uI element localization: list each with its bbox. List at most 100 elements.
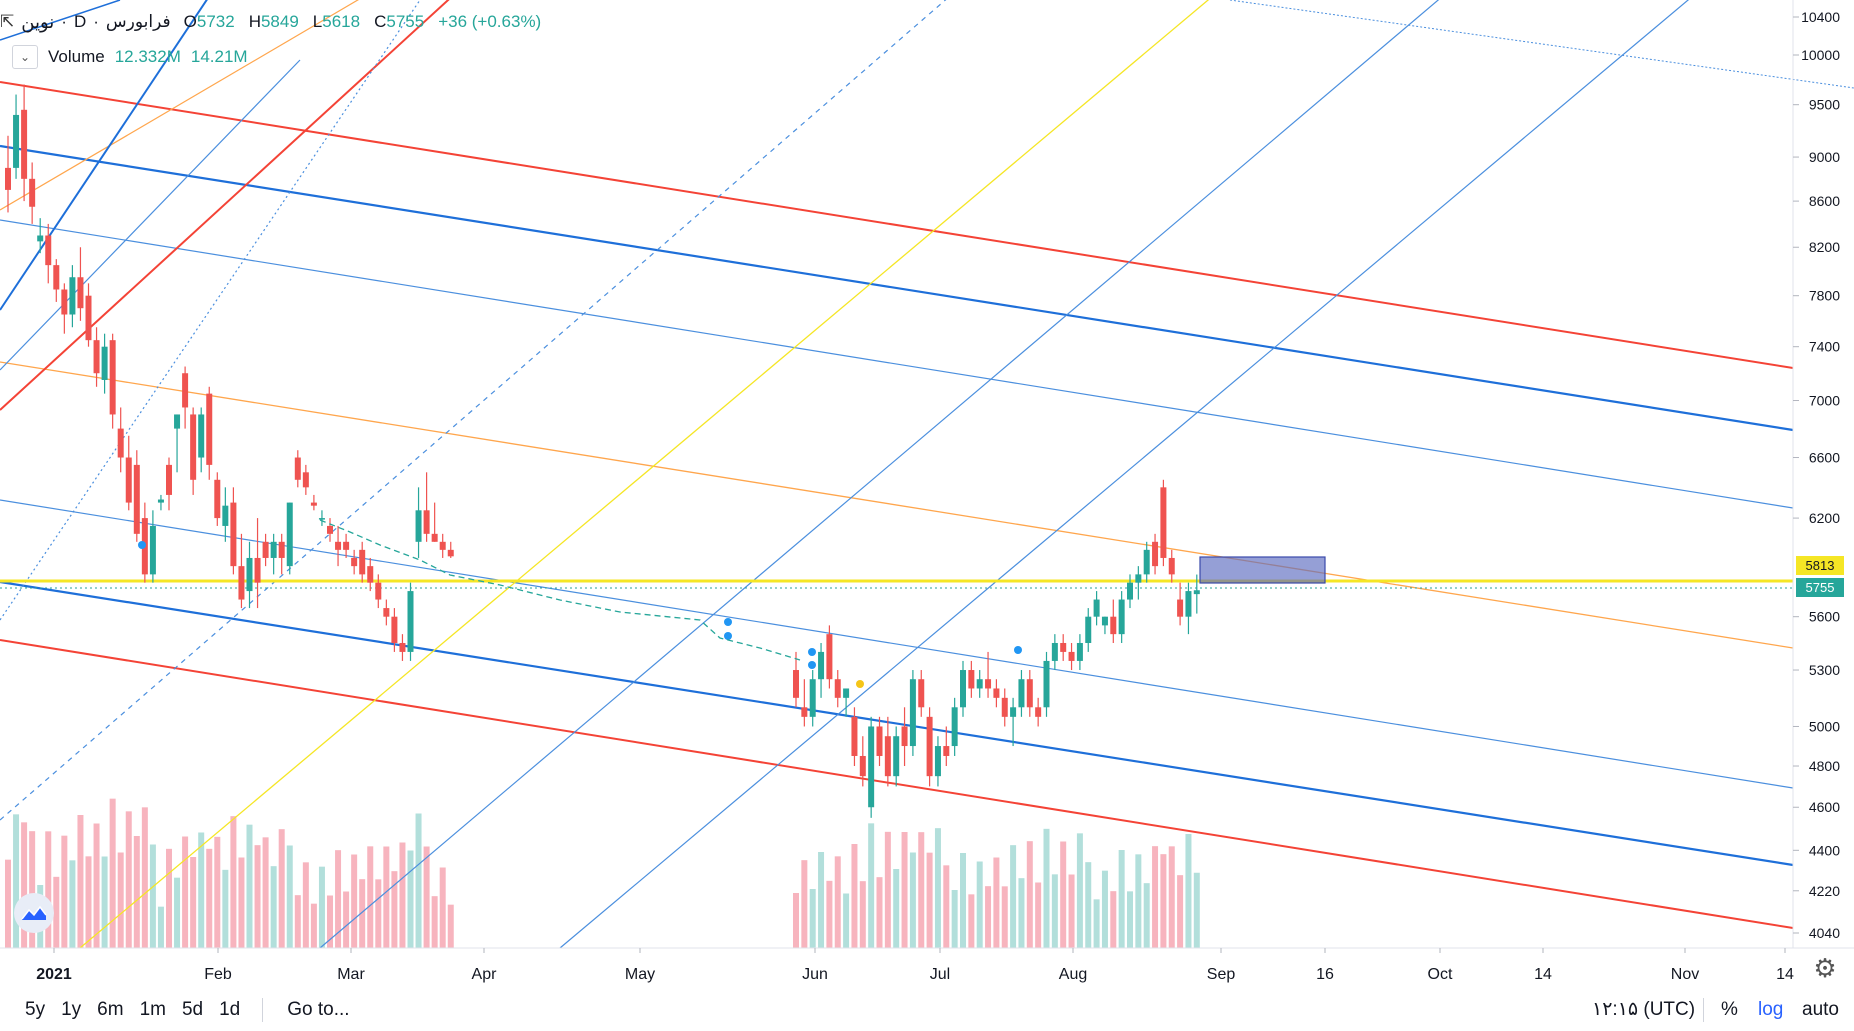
- trend-line[interactable]: [0, 59, 301, 371]
- trend-line[interactable]: [0, 0, 220, 311]
- volume-bar: [391, 871, 398, 948]
- volume-bar: [1185, 834, 1192, 948]
- x-tick-label: Mar: [337, 966, 365, 983]
- percent-toggle[interactable]: %: [1721, 988, 1738, 1031]
- goto-button[interactable]: Go to...: [287, 998, 350, 1020]
- x-tick-label: Nov: [1671, 966, 1699, 983]
- log-label[interactable]: log: [1758, 998, 1784, 1020]
- volume-bar: [254, 845, 261, 948]
- range-5d[interactable]: 5d: [181, 998, 204, 1020]
- volume-bar: [270, 866, 277, 948]
- low-label: L: [312, 12, 323, 31]
- trend-line[interactable]: [0, 580, 1794, 867]
- volume-bar: [109, 798, 116, 948]
- candle-body: [85, 295, 92, 341]
- close-label: C: [374, 12, 387, 31]
- trend-line[interactable]: [0, 219, 1794, 509]
- volume-bar: [431, 896, 438, 948]
- trend-line[interactable]: [0, 81, 1794, 369]
- price-badge-level: 5813: [1796, 556, 1844, 575]
- candle-body: [1093, 599, 1100, 617]
- volume-bar: [826, 880, 833, 948]
- candle-body: [918, 679, 925, 708]
- candle-body: [21, 109, 28, 179]
- trend-line[interactable]: [0, 0, 121, 41]
- candle-body: [93, 340, 100, 374]
- candle-body: [993, 688, 1000, 698]
- x-tick-label: May: [625, 966, 655, 983]
- exchange-name: فرابورس: [105, 12, 171, 31]
- candle-body: [117, 428, 124, 458]
- volume-bar: [157, 906, 164, 948]
- auto-label[interactable]: auto: [1802, 998, 1839, 1020]
- trend-line[interactable]: [0, 0, 470, 411]
- candle-body: [327, 525, 333, 534]
- volume-bar: [246, 824, 253, 948]
- x-tick-label: Apr: [472, 966, 498, 983]
- range-6m[interactable]: 6m: [97, 998, 124, 1020]
- x-tick-label: Feb: [204, 966, 232, 983]
- trend-line[interactable]: [1229, 0, 1854, 89]
- high-value: 5849: [260, 12, 299, 31]
- x-tick-label: Jul: [930, 966, 950, 983]
- trend-line[interactable]: [0, 499, 1794, 789]
- log-toggle[interactable]: log: [1758, 988, 1783, 1031]
- gear-icon[interactable]: ⚙: [1813, 952, 1837, 983]
- range-1y[interactable]: 1y: [61, 998, 82, 1020]
- candle-body: [926, 716, 933, 777]
- trend-line[interactable]: [319, 0, 1450, 949]
- candle-body: [101, 346, 108, 380]
- volume-bar: [327, 895, 333, 948]
- tradingview-logo-icon[interactable]: [14, 893, 54, 933]
- volume-bar: [302, 862, 309, 948]
- symbol-name[interactable]: نوین: [21, 11, 55, 32]
- y-tick-label: 4600: [1809, 799, 1840, 815]
- auto-toggle[interactable]: auto: [1802, 988, 1839, 1031]
- trend-line[interactable]: [0, 361, 1794, 649]
- signal-dot: [808, 661, 816, 669]
- volume-bar: [1177, 875, 1184, 948]
- candle-body: [198, 414, 205, 458]
- volume-bar: [851, 844, 858, 948]
- timezone-label[interactable]: ۱۲:۱۵ (UTC): [1592, 999, 1696, 1020]
- volume-bar: [198, 832, 205, 948]
- zone-rectangle[interactable]: [1199, 556, 1326, 584]
- interval[interactable]: D: [73, 12, 87, 31]
- volume-bar: [359, 879, 366, 948]
- candle-body: [1076, 642, 1083, 661]
- x-tick-label: 14: [1776, 966, 1794, 983]
- candle-body: [166, 464, 172, 495]
- trend-line[interactable]: [0, 0, 460, 211]
- volume-bar: [61, 835, 68, 948]
- price-axis[interactable]: 10400 10000 9500 9000 8600 8200 7800 7400 7000 66…: [1793, 9, 1840, 941]
- y-tick-label: 6600: [1809, 450, 1840, 466]
- chevron-down-icon[interactable]: ⌄: [12, 45, 38, 69]
- candle-body: [960, 670, 966, 708]
- candle-body: [302, 472, 309, 488]
- range-1d[interactable]: 1d: [219, 998, 241, 1020]
- price-badge-level-text: 5813: [1806, 558, 1835, 573]
- candle-body: [214, 479, 221, 519]
- x-tick-label: Sep: [1207, 966, 1236, 983]
- range-1m[interactable]: 1m: [139, 998, 166, 1020]
- trend-line[interactable]: [559, 0, 1700, 949]
- time-axis[interactable]: 2021 Feb Mar Apr May Jun Jul Aug Sep 16 Oct 14 Nov 14: [36, 948, 1794, 983]
- candle-body: [109, 340, 116, 415]
- trend-line[interactable]: [0, 0, 980, 821]
- volume-bar: [884, 831, 891, 948]
- percent-label[interactable]: %: [1721, 998, 1738, 1020]
- trend-line[interactable]: [79, 0, 1220, 949]
- volume-bar: [206, 848, 213, 948]
- y-tick-label: 6200: [1809, 510, 1840, 526]
- candle-body: [262, 541, 269, 558]
- dot-sep: ·: [93, 12, 99, 31]
- y-tick-label: 4400: [1809, 842, 1840, 858]
- trend-line[interactable]: [0, 144, 1794, 432]
- volume-bar: [809, 889, 816, 948]
- range-5y[interactable]: 5y: [25, 998, 46, 1020]
- timezone[interactable]: ۱۲:۱۵ (UTC): [1592, 988, 1695, 1031]
- candle-body: [294, 457, 301, 480]
- candle-body: [69, 277, 76, 315]
- candle-body: [976, 679, 983, 689]
